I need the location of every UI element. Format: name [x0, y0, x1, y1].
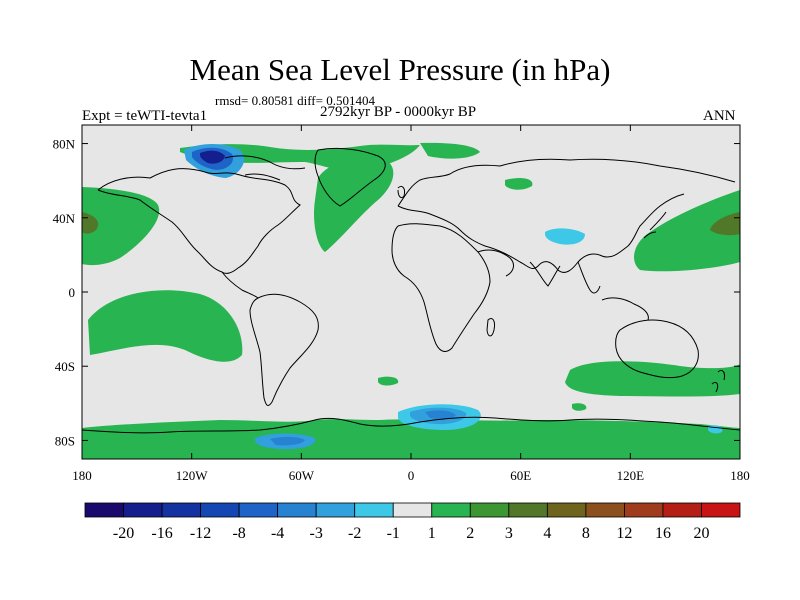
- colorbar-swatch: [508, 502, 548, 518]
- colorbar-swatch: [701, 502, 741, 518]
- anomaly-arctic-east: [420, 142, 480, 159]
- colorbar-swatch: [161, 502, 201, 518]
- coastlines: [82, 147, 740, 434]
- colorbar-swatch: [123, 502, 163, 518]
- anomaly-north-pacific-east: [634, 190, 740, 272]
- map-background: [82, 125, 740, 459]
- colorbar-swatch: [315, 502, 356, 518]
- anomaly-siberia: [505, 178, 533, 190]
- longitude-ticks: 180 120W 60W 0 60E 120E 180: [72, 125, 750, 483]
- lat-tick-label: 80N: [53, 137, 76, 152]
- colorbar-swatch: [585, 502, 625, 518]
- lat-tick-label: 80S: [55, 433, 75, 448]
- coast-arabia-india: [477, 249, 561, 287]
- colorbar-swatch: [238, 502, 279, 518]
- colorbar-swatch: [392, 502, 433, 518]
- colorbar-swatch: [200, 502, 240, 518]
- lon-tick-label: 120W: [176, 468, 209, 483]
- colorbar-label: -12: [190, 525, 211, 542]
- coast-southeast-asia: [577, 261, 649, 321]
- pressure-anomaly-fields: [82, 142, 740, 459]
- lon-tick-label: 120E: [617, 468, 645, 483]
- anomaly-weddell-core: [425, 410, 456, 420]
- coast-arctic-islands: [224, 155, 306, 181]
- coast-madagascar: [486, 317, 495, 337]
- colorbar-label: 8: [582, 525, 590, 542]
- colorbar-label: 4: [543, 525, 551, 542]
- colorbar-swatch: [546, 502, 587, 518]
- colorbar-swatch: [469, 502, 510, 518]
- colorbar-label: 2: [466, 525, 474, 542]
- experiment-label: Expt = teWTI-tevta1: [82, 108, 208, 124]
- colorbar-label: -8: [232, 525, 245, 542]
- colorbar-label: 12: [616, 525, 632, 542]
- coast-africa: [391, 223, 491, 352]
- colorbar-label: -2: [348, 525, 361, 542]
- anomaly-south-pacific: [88, 290, 243, 362]
- colorbar-swatch: [277, 502, 317, 518]
- colorbar-swatch: [84, 502, 124, 518]
- lon-tick-label: 0: [408, 468, 415, 483]
- coast-uk: [397, 185, 405, 199]
- colorbar-label: 3: [505, 525, 513, 542]
- colorbar-swatch: [354, 502, 394, 518]
- colorbar-label: -20: [113, 525, 134, 542]
- map-title: Mean Sea Level Pressure (in hPa): [189, 52, 611, 87]
- coast-antarctica: [82, 416, 740, 434]
- colorbar-label: 1: [428, 525, 436, 542]
- colorbar-label: 20: [693, 525, 709, 542]
- colorbar-swatch: [624, 502, 664, 518]
- colorbar: -20 -16 -12 -8 -4 -3 -2 -1 1 2 3 4 8 12 16 20: [84, 502, 741, 542]
- coast-australia: [615, 319, 699, 379]
- anomaly-southern-indian: [565, 361, 740, 397]
- anomaly-north-pacific-east-core: [710, 212, 740, 236]
- anomaly-south-atlantic-small: [378, 376, 399, 386]
- colorbar-swatch: [662, 502, 702, 518]
- coast-new-zealand: [711, 369, 725, 393]
- lon-tick-label: 180: [730, 468, 750, 483]
- season-label: ANN: [703, 108, 736, 124]
- colorbar-label: -3: [310, 525, 323, 542]
- lat-tick-label: 0: [69, 285, 76, 300]
- latitude-ticks: 80N 40N 0 40S 80S: [53, 137, 740, 448]
- coast-north-america: [97, 168, 301, 274]
- anomaly-antarctic-margin: [82, 419, 740, 459]
- period-label: 2792kyr BP - 0000kyr BP: [320, 104, 477, 120]
- coast-japan: [643, 211, 667, 239]
- anomaly-north-pacific-west: [82, 187, 160, 266]
- coast-central-america: [221, 271, 259, 299]
- lon-tick-label: 60E: [510, 468, 531, 483]
- colorbar-label: -1: [387, 525, 400, 542]
- colorbar-label: -16: [151, 525, 172, 542]
- rmsd-diff-stats: rmsd= 0.80581 diff= 0.501404: [215, 93, 375, 108]
- lon-tick-label: 60W: [289, 468, 315, 483]
- colorbar-swatch: [431, 502, 471, 518]
- anomaly-tibet: [545, 228, 585, 245]
- lat-tick-label: 40N: [53, 211, 76, 226]
- coast-south-america: [249, 293, 319, 406]
- lat-tick-label: 40S: [55, 359, 75, 374]
- coast-greenland: [314, 147, 386, 207]
- anomaly-south-indian-small: [572, 403, 587, 411]
- colorbar-label: 16: [655, 525, 671, 542]
- lon-tick-label: 180: [72, 468, 92, 483]
- colorbar-label: -4: [271, 525, 284, 542]
- anomaly-antarctic-west-core: [270, 436, 305, 446]
- anomaly-greenland-arctic-core: [200, 150, 225, 164]
